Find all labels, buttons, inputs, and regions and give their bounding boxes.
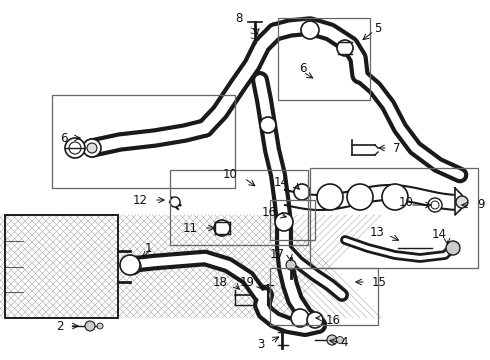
Text: 5: 5: [374, 22, 381, 35]
Circle shape: [294, 184, 310, 200]
Circle shape: [337, 337, 343, 343]
Bar: [278, 18, 370, 100]
Text: 1: 1: [145, 242, 152, 255]
Circle shape: [431, 201, 439, 209]
Text: 10: 10: [399, 195, 414, 208]
Text: 14: 14: [432, 229, 447, 242]
Text: 9: 9: [477, 198, 485, 211]
Circle shape: [170, 197, 180, 207]
Circle shape: [83, 139, 101, 157]
Circle shape: [85, 321, 95, 331]
Circle shape: [65, 138, 85, 158]
Bar: [270, 200, 315, 240]
Circle shape: [286, 260, 296, 270]
Circle shape: [347, 184, 373, 210]
Bar: [5, 215, 118, 318]
Text: 4: 4: [340, 336, 347, 348]
Text: 3: 3: [258, 338, 265, 351]
Circle shape: [307, 312, 323, 328]
Circle shape: [87, 143, 97, 153]
Circle shape: [337, 40, 353, 56]
Circle shape: [291, 309, 309, 327]
Text: 6: 6: [60, 131, 68, 144]
Circle shape: [214, 220, 230, 236]
Bar: [170, 170, 308, 245]
Circle shape: [275, 213, 293, 231]
Bar: [270, 268, 378, 325]
Text: 16: 16: [262, 206, 277, 219]
Bar: [310, 168, 478, 268]
Text: 16: 16: [326, 314, 341, 327]
Bar: [5, 215, 118, 318]
Circle shape: [428, 198, 442, 212]
Text: 7: 7: [393, 141, 400, 154]
Circle shape: [260, 117, 276, 133]
Circle shape: [69, 142, 81, 154]
Text: 12: 12: [133, 194, 148, 207]
Circle shape: [382, 184, 408, 210]
Circle shape: [97, 323, 103, 329]
Text: 11: 11: [183, 221, 198, 234]
Circle shape: [327, 335, 337, 345]
Text: 2: 2: [56, 320, 64, 333]
Text: 19: 19: [240, 275, 255, 288]
Text: 15: 15: [372, 275, 387, 288]
Circle shape: [317, 184, 343, 210]
Circle shape: [301, 21, 319, 39]
Bar: [52, 95, 235, 188]
Circle shape: [120, 255, 140, 275]
Circle shape: [456, 196, 468, 208]
Text: 10: 10: [223, 168, 238, 181]
Text: 14: 14: [274, 175, 289, 189]
Text: 6: 6: [299, 63, 307, 76]
Text: 8: 8: [236, 12, 243, 24]
Text: 18: 18: [213, 275, 228, 288]
Text: 17: 17: [270, 248, 285, 261]
Circle shape: [446, 241, 460, 255]
Text: 13: 13: [370, 225, 385, 238]
Polygon shape: [455, 188, 462, 215]
Circle shape: [125, 258, 141, 274]
